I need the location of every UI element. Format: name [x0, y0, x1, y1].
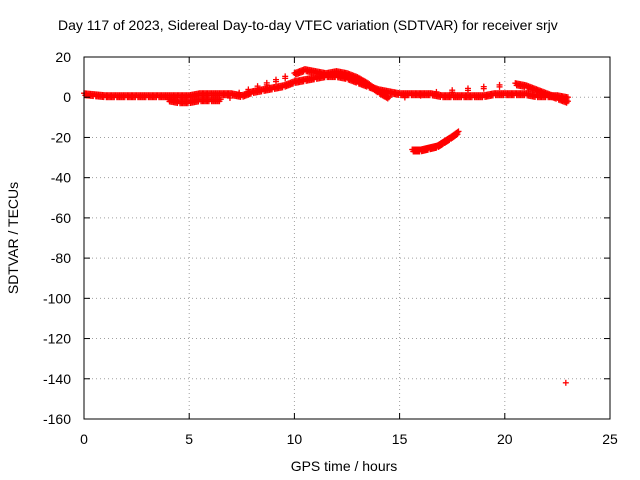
plot-frame	[83, 56, 611, 420]
x-tick-label: 25	[602, 431, 618, 447]
data-point	[282, 75, 289, 82]
axes-ticks: 20 0 -20 -40 -60 -80 -100 -120 -140 -160 0 5 10 15 20 2…	[43, 49, 618, 447]
y-tick-label: -40	[51, 170, 71, 186]
x-axis-label: GPS time / hours	[291, 458, 398, 474]
y-tick-label: 0	[63, 89, 71, 105]
data-point	[263, 81, 270, 88]
data-point	[433, 90, 440, 97]
x-tick-label: 10	[287, 431, 303, 447]
y-tick-label: -80	[51, 250, 71, 266]
x-tick-label: 20	[497, 431, 513, 447]
x-tick-label: 15	[392, 431, 408, 447]
data-point	[384, 95, 391, 102]
data-point	[226, 94, 233, 101]
data-point	[464, 87, 471, 94]
y-axis-label: SDTVAR / TECUs	[5, 182, 21, 294]
chart-title: Day 117 of 2023, Sidereal Day-to-day VTE…	[58, 17, 558, 33]
y-tick-label: 20	[55, 49, 71, 65]
data-point	[401, 94, 408, 101]
grid	[84, 57, 610, 419]
y-tick-label: -60	[51, 210, 71, 226]
x-tick-label: 0	[80, 431, 88, 447]
data-point	[217, 96, 224, 103]
data-point	[245, 88, 252, 95]
data-series	[81, 66, 571, 386]
data-point	[272, 78, 279, 85]
y-tick-label: -120	[43, 331, 71, 347]
data-point	[449, 89, 456, 96]
y-tick-label: -160	[43, 411, 71, 427]
y-tick-label: -100	[43, 290, 71, 306]
data-point	[455, 128, 462, 135]
data-point	[454, 131, 461, 138]
data-point	[417, 92, 424, 99]
x-tick-label: 5	[185, 431, 193, 447]
data-point	[496, 83, 503, 90]
data-point	[564, 98, 571, 105]
data-point	[453, 131, 460, 138]
data-point	[236, 91, 243, 98]
y-tick-label: -140	[43, 371, 71, 387]
data-point	[562, 379, 569, 386]
data-point	[386, 94, 393, 101]
data-point	[254, 85, 261, 92]
y-tick-label: -20	[51, 129, 71, 145]
data-point	[480, 85, 487, 92]
